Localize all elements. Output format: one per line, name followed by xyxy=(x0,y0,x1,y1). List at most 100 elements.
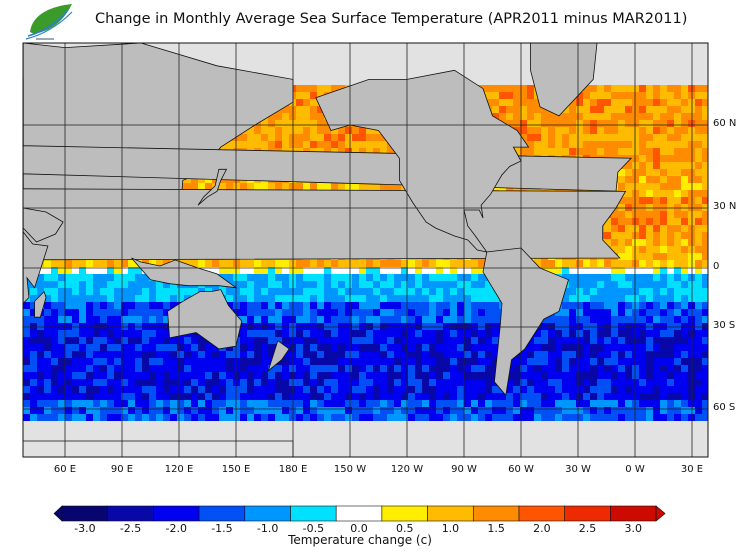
ocean-cell xyxy=(86,267,93,274)
ocean-cell xyxy=(240,379,247,386)
ocean-cell xyxy=(562,148,569,155)
ocean-cell xyxy=(527,344,534,351)
ocean-cell xyxy=(296,309,303,316)
ocean-cell xyxy=(408,337,415,344)
ocean-cell xyxy=(86,281,93,288)
ocean-cell xyxy=(100,260,107,267)
ocean-cell xyxy=(618,43,625,50)
ocean-cell xyxy=(275,64,282,71)
ocean-cell xyxy=(93,309,100,316)
ocean-cell xyxy=(646,316,653,323)
ocean-cell xyxy=(233,57,240,64)
ocean-cell xyxy=(443,386,450,393)
ocean-cell xyxy=(667,211,674,218)
ocean-cell xyxy=(471,260,478,267)
ocean-cell xyxy=(100,323,107,330)
ocean-cell xyxy=(79,386,86,393)
ocean-cell xyxy=(317,274,324,281)
ocean-cell xyxy=(639,197,646,204)
ocean-cell xyxy=(534,113,541,120)
ocean-cell xyxy=(191,330,198,337)
ocean-cell xyxy=(667,393,674,400)
ocean-cell xyxy=(618,85,625,92)
ocean-cell xyxy=(282,106,289,113)
ocean-cell xyxy=(611,309,618,316)
ocean-cell xyxy=(72,330,79,337)
ocean-cell xyxy=(646,92,653,99)
ocean-cell xyxy=(37,337,44,344)
ocean-cell xyxy=(674,113,681,120)
ocean-cell xyxy=(695,232,702,239)
ocean-cell xyxy=(688,351,695,358)
ocean-cell xyxy=(198,260,205,267)
ocean-cell xyxy=(513,386,520,393)
ocean-cell xyxy=(688,288,695,295)
ocean-cell xyxy=(415,330,422,337)
ocean-cell xyxy=(149,365,156,372)
ocean-cell xyxy=(233,295,240,302)
ocean-cell xyxy=(37,379,44,386)
ocean-cell xyxy=(261,64,268,71)
ocean-cell xyxy=(233,386,240,393)
ocean-cell xyxy=(611,330,618,337)
ocean-cell xyxy=(660,372,667,379)
ocean-cell xyxy=(471,393,478,400)
ocean-cell xyxy=(135,267,142,274)
ocean-cell xyxy=(492,309,499,316)
ocean-cell xyxy=(366,260,373,267)
ocean-cell xyxy=(107,316,114,323)
ocean-cell xyxy=(681,267,688,274)
ocean-cell xyxy=(100,330,107,337)
ocean-cell xyxy=(23,365,30,372)
ocean-cell xyxy=(457,351,464,358)
ocean-cell xyxy=(464,316,471,323)
ocean-cell xyxy=(639,211,646,218)
ocean-cell xyxy=(177,379,184,386)
ocean-cell xyxy=(555,134,562,141)
ocean-cell xyxy=(177,393,184,400)
ocean-cell xyxy=(121,260,128,267)
ocean-cell xyxy=(639,99,646,106)
ocean-cell xyxy=(254,337,261,344)
ocean-cell xyxy=(478,309,485,316)
ocean-cell xyxy=(681,295,688,302)
ocean-cell xyxy=(674,225,681,232)
ocean-cell xyxy=(499,393,506,400)
ocean-cell xyxy=(632,302,639,309)
ocean-cell xyxy=(366,267,373,274)
ocean-cell xyxy=(289,358,296,365)
ocean-cell xyxy=(170,358,177,365)
ocean-cell xyxy=(345,183,352,190)
ocean-cell xyxy=(478,351,485,358)
ocean-cell xyxy=(422,365,429,372)
ocean-cell xyxy=(681,92,688,99)
ocean-cell xyxy=(611,351,618,358)
ocean-cell xyxy=(401,358,408,365)
ocean-cell xyxy=(359,337,366,344)
ocean-cell xyxy=(569,274,576,281)
ocean-cell xyxy=(562,344,569,351)
ocean-cell xyxy=(702,57,708,64)
ocean-cell xyxy=(114,393,121,400)
ocean-cell xyxy=(632,246,639,253)
ocean-cell xyxy=(107,358,114,365)
ocean-cell xyxy=(471,351,478,358)
ocean-cell xyxy=(555,309,562,316)
ocean-cell xyxy=(702,302,708,309)
ocean-cell xyxy=(23,386,30,393)
ocean-cell xyxy=(464,267,471,274)
ocean-cell xyxy=(569,351,576,358)
ocean-cell xyxy=(506,64,513,71)
ocean-cell xyxy=(415,323,422,330)
ocean-cell xyxy=(149,358,156,365)
ocean-cell xyxy=(352,358,359,365)
ocean-cell xyxy=(387,267,394,274)
ocean-cell xyxy=(331,365,338,372)
ocean-cell xyxy=(394,71,401,78)
ocean-cell xyxy=(51,358,58,365)
ocean-cell xyxy=(114,302,121,309)
ocean-cell xyxy=(72,260,79,267)
ocean-cell xyxy=(576,316,583,323)
ocean-cell xyxy=(268,393,275,400)
ocean-cell xyxy=(443,309,450,316)
